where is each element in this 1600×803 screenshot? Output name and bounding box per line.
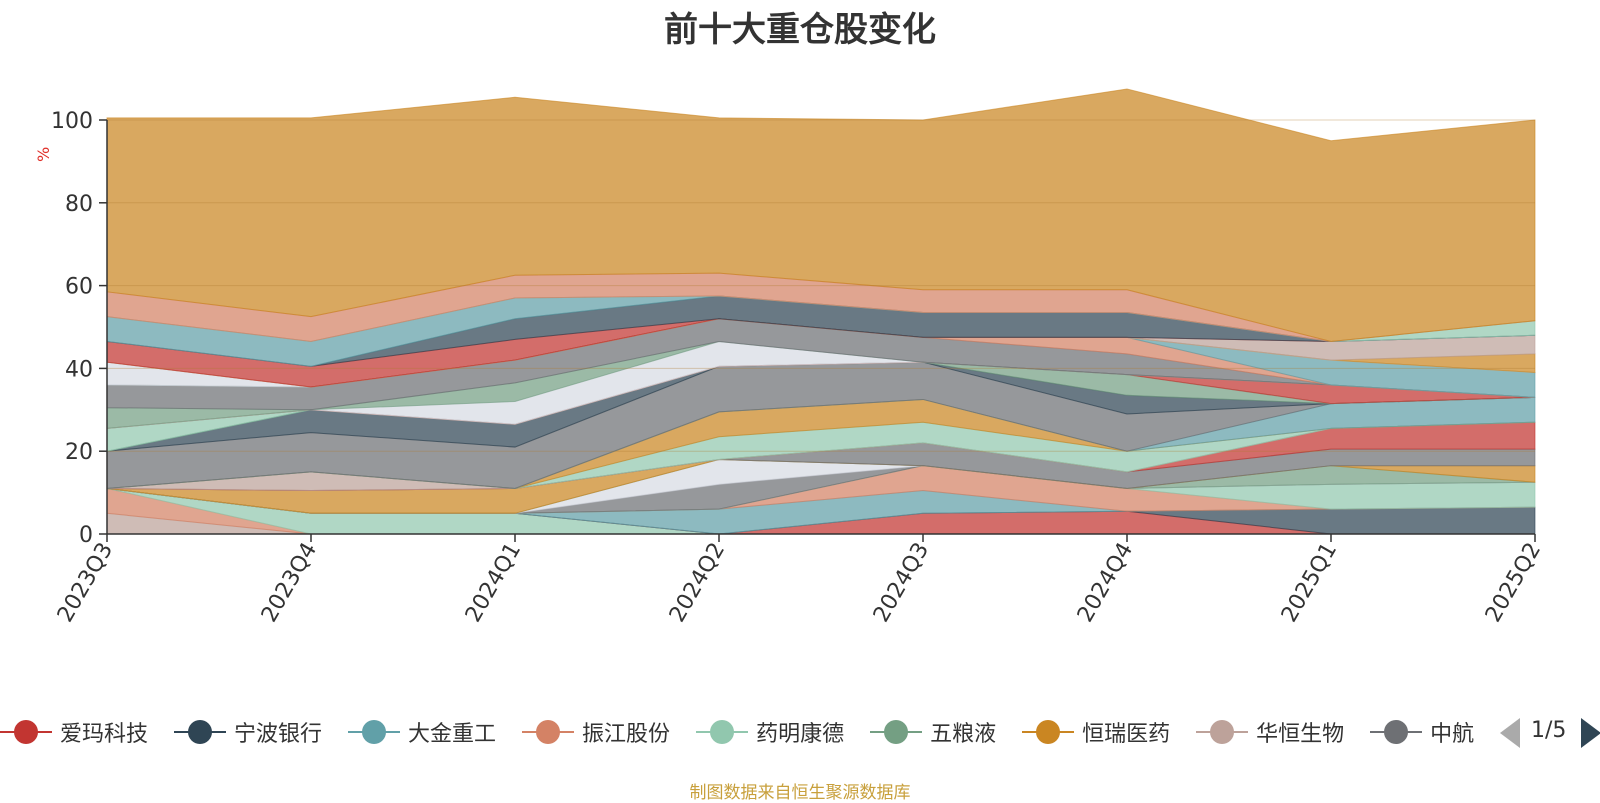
legend-marker-icon [1022, 712, 1075, 752]
legend-label: 恒瑞医药 [1082, 722, 1171, 747]
x-tick-label: 2023Q4 [257, 539, 322, 627]
legend-label: 药明康德 [756, 722, 845, 747]
legend-marker-icon [1370, 712, 1423, 752]
legend-label: 中航 [1430, 722, 1475, 747]
legend: 爱玛科技 宁波银行 大金重工 振江股份 药明康德 五粮液 恒瑞医药 华恒生物 中航 1/5 [0, 712, 1600, 752]
legend-label: 爱玛科技 [60, 722, 149, 747]
x-tick-label: 2024Q2 [665, 539, 730, 627]
legend-item[interactable]: 爱玛科技 [0, 712, 148, 752]
legend-pager: 1/5 [1500, 712, 1600, 752]
y-tick-label: 60 [65, 275, 93, 300]
legend-label: 宁波银行 [234, 722, 323, 747]
x-tick-label: 2024Q3 [869, 539, 934, 627]
legend-label: 大金重工 [408, 722, 497, 747]
x-tick-labels: 2023Q3 2023Q4 2024Q1 2024Q2 2024Q3 2024Q4 2025… [53, 534, 1546, 627]
legend-label: 五粮液 [930, 722, 997, 747]
y-axis-unit: % [34, 147, 53, 162]
legend-page-indicator: 1/5 [1531, 718, 1567, 743]
x-tick-label: 2024Q4 [1073, 539, 1138, 627]
legend-item[interactable]: 华恒生物 [1196, 712, 1344, 752]
x-tick-label: 2023Q3 [53, 539, 118, 627]
x-tick-label: 2024Q1 [461, 539, 526, 627]
legend-label: 华恒生物 [1256, 722, 1345, 747]
data-source-note: 制图数据来自恒生聚源数据库 [689, 783, 911, 803]
legend-item[interactable]: 恒瑞医药 [1022, 712, 1170, 752]
legend-marker-icon [870, 712, 923, 752]
x-tick-label: 2025Q1 [1277, 539, 1342, 627]
legend-marker-icon [348, 712, 401, 752]
legend-prev-page-icon[interactable] [1500, 718, 1520, 748]
legend-item[interactable]: 中航 [1370, 712, 1474, 752]
legend-item[interactable]: 五粮液 [870, 712, 996, 752]
axes [106, 120, 1535, 535]
grid-lines [107, 119, 1535, 452]
x-tick-label: 2025Q2 [1481, 539, 1546, 627]
legend-item[interactable]: 振江股份 [522, 712, 670, 752]
legend-label: 振江股份 [582, 722, 671, 747]
y-tick-label: 80 [65, 192, 93, 217]
legend-item[interactable]: 大金重工 [348, 712, 496, 752]
legend-marker-icon [696, 712, 749, 752]
legend-next-page-icon[interactable] [1581, 718, 1600, 748]
legend-marker-icon [0, 712, 52, 752]
legend-marker-icon [174, 712, 227, 752]
legend-marker-icon [522, 712, 575, 752]
legend-marker-icon [1196, 712, 1249, 752]
legend-items: 爱玛科技 宁波银行 大金重工 振江股份 药明康德 五粮液 恒瑞医药 华恒生物 中航 [0, 712, 1478, 752]
y-tick-label: 20 [65, 440, 93, 465]
legend-item[interactable]: 宁波银行 [174, 712, 322, 752]
area-band-36 [106, 88, 1536, 342]
legend-item[interactable]: 药明康德 [696, 712, 844, 752]
y-tick-label: 40 [65, 357, 93, 382]
y-tick-labels: 0 20 40 60 80 100 [51, 109, 107, 548]
y-tick-label: 100 [51, 109, 93, 134]
chart-title: 前十大重仓股变化 [664, 10, 936, 50]
y-tick-label: 0 [79, 523, 93, 548]
area-bands [106, 88, 1536, 535]
